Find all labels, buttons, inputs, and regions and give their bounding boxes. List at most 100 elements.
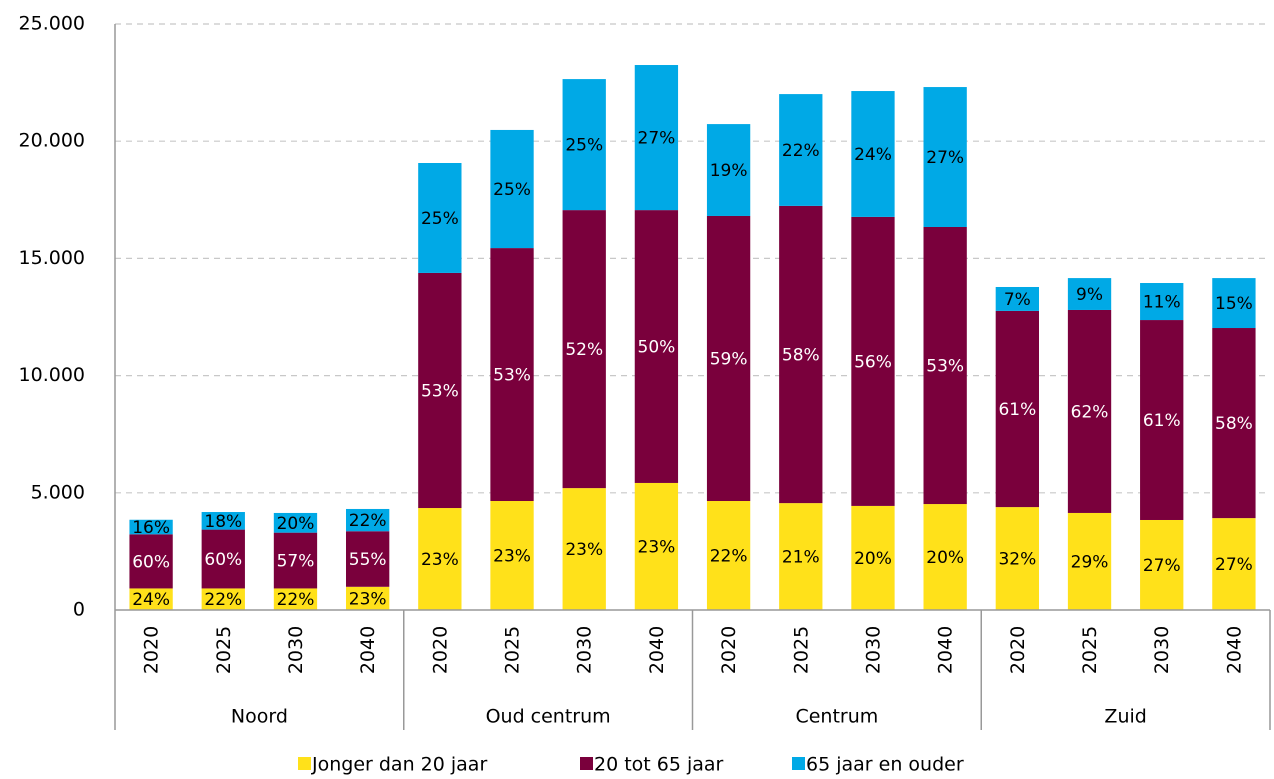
bar-segment	[418, 508, 462, 610]
bar-segment	[129, 534, 173, 589]
share-label: 29%	[1071, 552, 1109, 572]
bar-segment	[995, 286, 1039, 311]
share-label: 9%	[1076, 285, 1103, 305]
share-label: 7%	[1004, 290, 1031, 310]
share-label: 62%	[1071, 402, 1109, 422]
share-label: 20%	[926, 548, 964, 568]
bar-segment	[1067, 512, 1112, 610]
share-label: 27%	[1215, 555, 1253, 575]
bar-segment	[851, 91, 895, 217]
bar-segment	[923, 226, 967, 505]
bar-segment	[562, 488, 606, 610]
share-label: 22%	[710, 547, 748, 567]
x-tick-label: 2020	[1007, 626, 1029, 674]
bar-segment	[851, 505, 895, 610]
share-label: 52%	[565, 340, 603, 360]
x-tick-label: 2020	[141, 626, 163, 674]
share-label: 23%	[493, 547, 531, 567]
bar-segment	[346, 586, 390, 610]
share-label: 20%	[854, 549, 892, 569]
share-label: 18%	[204, 512, 242, 532]
share-label: 11%	[1143, 293, 1181, 313]
share-label: 23%	[565, 540, 603, 560]
group-label: Noord	[231, 706, 288, 728]
legend-swatch	[792, 757, 805, 770]
group-label: Oud centrum	[486, 706, 611, 728]
x-tick-label: 2030	[862, 626, 884, 674]
share-label: 19%	[710, 161, 748, 181]
share-label: 20%	[277, 514, 315, 534]
bar-segment	[1067, 278, 1112, 310]
bar-segment	[490, 501, 534, 610]
x-tick-label: 2025	[1079, 626, 1101, 674]
share-label: 55%	[349, 550, 387, 570]
share-label: 50%	[638, 338, 676, 358]
bar-segment	[923, 87, 967, 227]
share-label: 56%	[854, 352, 892, 372]
bar-segment	[273, 588, 318, 610]
x-tick-label: 2030	[285, 626, 307, 674]
share-label: 27%	[926, 148, 964, 168]
bar-segment	[273, 512, 318, 533]
bar-segment	[779, 94, 823, 206]
bar-segment	[634, 482, 679, 610]
bar-segment	[1140, 519, 1184, 610]
bar-segment	[562, 79, 606, 211]
share-label: 58%	[1215, 414, 1253, 434]
legend-swatch	[298, 757, 311, 770]
x-tick-label: 2025	[502, 626, 524, 674]
legend-swatch	[580, 757, 593, 770]
share-label: 15%	[1215, 294, 1253, 314]
bar-segment	[346, 508, 390, 532]
bar-segment	[1140, 320, 1184, 520]
bar-segment	[201, 529, 245, 589]
share-label: 21%	[782, 548, 820, 568]
legend-label: 20 tot 65 jaar	[594, 754, 724, 776]
bar-segment	[201, 588, 245, 610]
x-tick-label: 2030	[1151, 626, 1173, 674]
share-label: 16%	[132, 518, 170, 538]
x-tick-label: 2025	[213, 626, 235, 674]
bar-segment	[1212, 518, 1256, 610]
x-tick-label: 2040	[646, 626, 668, 674]
y-tick-label: 25.000	[19, 13, 85, 35]
share-label: 24%	[854, 145, 892, 165]
group-label: Zuid	[1104, 706, 1146, 728]
share-label: 57%	[277, 552, 315, 572]
share-label: 61%	[1143, 411, 1181, 431]
bar-segment	[490, 129, 534, 249]
x-tick-label: 2025	[790, 626, 812, 674]
legend-label: Jonger dan 20 jaar	[311, 754, 487, 776]
bar-segment	[418, 162, 462, 273]
bar-segment	[201, 512, 245, 530]
share-label: 25%	[565, 136, 603, 156]
bar-segment	[129, 588, 173, 610]
bar-segment	[418, 272, 462, 509]
share-label: 53%	[926, 357, 964, 377]
y-tick-label: 15.000	[19, 247, 85, 269]
bar-segment	[995, 507, 1039, 610]
bar-segment	[706, 124, 751, 216]
y-tick-label: 0	[73, 599, 85, 621]
share-label: 25%	[493, 180, 531, 200]
bar-segment	[562, 210, 606, 489]
share-label: 60%	[132, 552, 170, 572]
bar-segment	[634, 65, 679, 211]
bar-segment	[995, 310, 1039, 508]
share-label: 58%	[782, 346, 820, 366]
share-label: 22%	[204, 590, 242, 610]
y-tick-label: 5.000	[31, 481, 85, 503]
share-label: 22%	[277, 590, 315, 610]
y-tick-label: 20.000	[19, 130, 85, 152]
share-label: 23%	[421, 550, 459, 570]
bar-segment	[346, 531, 390, 587]
share-label: 27%	[638, 129, 676, 149]
bar-segment	[273, 532, 318, 589]
y-tick-label: 10.000	[19, 364, 85, 386]
bar-segment	[779, 205, 823, 504]
legend-label: 65 jaar en ouder	[806, 754, 964, 776]
bar-segment	[706, 501, 751, 610]
bar-segment	[851, 216, 895, 506]
group-label: Centrum	[795, 706, 878, 728]
